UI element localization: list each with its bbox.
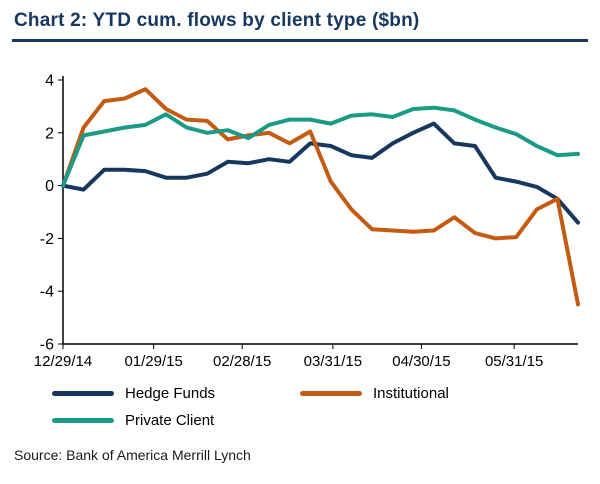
legend-item-institutional: Institutional: [300, 385, 588, 402]
x-axis-label: 05/31/15: [485, 353, 543, 370]
y-axis-label: 4: [45, 73, 54, 90]
series-line-private-client: [61, 105, 580, 188]
x-axis-label: 12/29/14: [34, 353, 92, 370]
series-line-institutional: [61, 87, 580, 307]
chart-legend: Hedge Funds Institutional Private Client: [52, 385, 588, 429]
hedge-funds-line-swatch: [52, 391, 114, 396]
x-axis-label: 02/28/15: [213, 353, 271, 370]
y-axis-label: -4: [40, 284, 54, 301]
x-axis-label: 04/30/15: [392, 353, 450, 370]
x-axis-label: 01/29/15: [124, 353, 182, 370]
institutional-legend-label: Institutional: [373, 385, 449, 402]
institutional-line-swatch: [300, 391, 362, 396]
chart-title: Chart 2: YTD cum. flows by client type (…: [14, 10, 420, 31]
source-text: Source: Bank of America Merrill Lynch: [14, 447, 251, 463]
y-axis-label: 0: [45, 178, 54, 195]
legend-item-hedge-funds: Hedge Funds: [52, 385, 300, 402]
hedge-funds-legend-label: Hedge Funds: [125, 385, 216, 402]
series-line-hedge-funds: [61, 121, 580, 225]
y-axis-label: -6: [40, 337, 54, 354]
private-client-legend-label: Private Client: [125, 412, 215, 429]
legend-item-private-client: Private Client: [52, 412, 300, 429]
private-client-line-swatch: [52, 418, 114, 423]
title-divider: [12, 39, 588, 42]
x-axis-label: 03/31/15: [304, 353, 362, 370]
y-axis-label: -2: [40, 231, 54, 248]
y-axis-label: 2: [45, 125, 54, 142]
line-chart-canvas: 4 2 0 -2 -4 -612/29/14 01/29/15 02/28/15 03/31/1…: [34, 73, 580, 370]
